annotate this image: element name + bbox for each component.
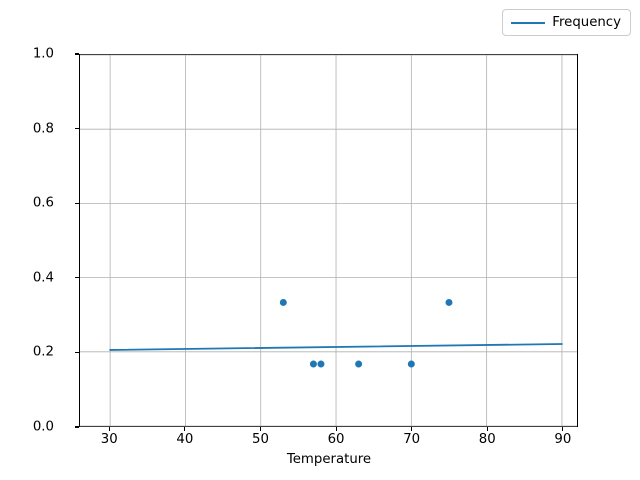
scatter-point: [407, 360, 415, 368]
y-tick-label: 1.0: [32, 46, 54, 62]
gridlines: [80, 54, 577, 427]
x-tick-mark: [108, 427, 110, 431]
scatter-point: [445, 298, 453, 306]
x-tick-label: 80: [478, 432, 496, 447]
legend: Frequency: [502, 9, 631, 36]
x-tick-label: 50: [251, 432, 269, 447]
y-tick-mark: [75, 351, 79, 353]
y-tick-label: 0.4: [32, 270, 54, 286]
x-tick-mark: [259, 427, 261, 431]
y-tick-label: 0.0: [32, 419, 54, 435]
y-tick-mark: [75, 426, 79, 428]
plot-area: [79, 54, 578, 427]
line-series-frequency: [109, 343, 563, 351]
y-tick-mark: [75, 128, 79, 130]
legend-label-frequency: Frequency: [552, 15, 621, 30]
data-layer: [109, 298, 563, 368]
x-tick-label: 40: [176, 432, 194, 447]
x-tick-label: 60: [327, 432, 345, 447]
y-tick-label: 0.2: [32, 344, 54, 360]
x-tick-mark: [486, 427, 488, 431]
x-tick-mark: [411, 427, 413, 431]
x-tick-mark: [184, 427, 186, 431]
x-tick-mark: [335, 427, 337, 431]
x-tick-label: 30: [100, 432, 118, 447]
scatter-point: [355, 360, 363, 368]
y-tick-mark: [75, 53, 79, 55]
scatter-point: [309, 360, 317, 368]
legend-line-swatch: [511, 21, 546, 24]
scatter-point: [279, 298, 287, 306]
scatter-point: [317, 360, 325, 368]
x-axis-label: Temperature: [286, 452, 372, 467]
y-tick-mark: [75, 277, 79, 279]
y-tick-label: 0.6: [32, 195, 54, 211]
x-tick-mark: [562, 427, 564, 431]
y-tick-mark: [75, 202, 79, 204]
x-tick-label: 70: [403, 432, 421, 447]
x-tick-label: 90: [554, 432, 572, 447]
y-tick-label: 0.8: [32, 121, 54, 137]
